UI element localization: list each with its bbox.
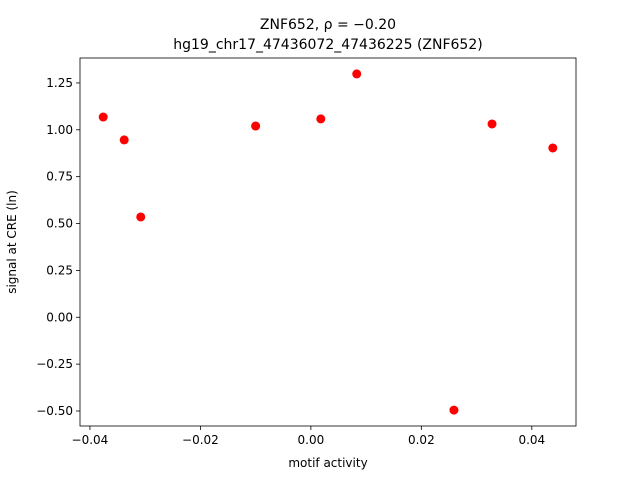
x-tick-label: 0.02 [408,433,435,447]
y-tick-label: 0.50 [46,217,73,231]
scatter-point [136,212,146,222]
x-tick-label: −0.02 [182,433,219,447]
y-axis-label: signal at CRE (ln) [5,190,19,294]
x-tick-label: 0.04 [518,433,545,447]
x-tick-label: 0.00 [298,433,325,447]
scatter-point [98,112,108,122]
scatter-point [449,405,459,415]
scatter-point [487,119,497,129]
scatter-point [251,121,261,131]
plot-frame [79,57,577,427]
y-tick-label: 0.75 [46,170,73,184]
chart-title: ZNF652, ρ = −0.20 [260,17,396,33]
chart-subtitle: hg19_chr17_47436072_47436225 (ZNF652) [173,37,482,53]
y-tick-label: 1.25 [46,76,73,90]
scatter-point [119,135,129,145]
y-tick-label: 0.00 [46,310,73,324]
y-tick-label: −0.50 [36,404,73,418]
y-tick-label: 0.25 [46,263,73,277]
y-tick-label: −0.25 [36,357,73,371]
scatter-point [352,69,362,79]
x-axis-label: motif activity [288,456,367,470]
x-tick-label: −0.04 [72,433,109,447]
scatter-point [548,143,558,153]
y-tick-label: 1.00 [46,123,73,137]
scatter-point [316,114,326,124]
